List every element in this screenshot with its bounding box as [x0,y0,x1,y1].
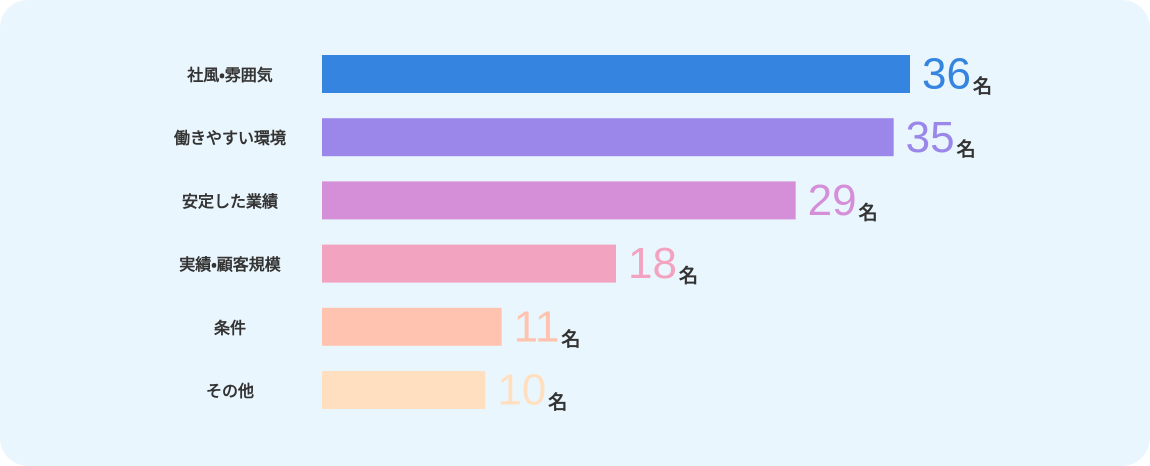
value-label: 11 [514,302,560,351]
category-label: その他 [206,382,254,401]
category-label: 安定した業績 [182,192,279,211]
value-label: 36 [922,50,971,99]
value-label: 35 [906,113,955,162]
value-label: 10 [497,366,546,415]
value-label: 18 [628,239,677,288]
bar [322,244,616,283]
bar [322,55,910,93]
value-unit: 名 [548,391,567,414]
bar [322,118,894,157]
value-unit: 名 [973,75,992,98]
category-label: 実績・顧客規模 [179,255,281,274]
bar [322,307,502,346]
category-label: 社風・雰囲気 [186,66,272,85]
bar [322,181,796,220]
bar [322,371,486,409]
value-unit: 名 [561,327,580,350]
value-label: 29 [808,176,857,225]
category-label: 条件 [213,318,246,337]
category-label: 働きやすい環境 [173,129,286,148]
value-unit: 名 [859,201,878,224]
value-unit: 名 [679,264,698,287]
value-unit: 名 [957,138,976,161]
